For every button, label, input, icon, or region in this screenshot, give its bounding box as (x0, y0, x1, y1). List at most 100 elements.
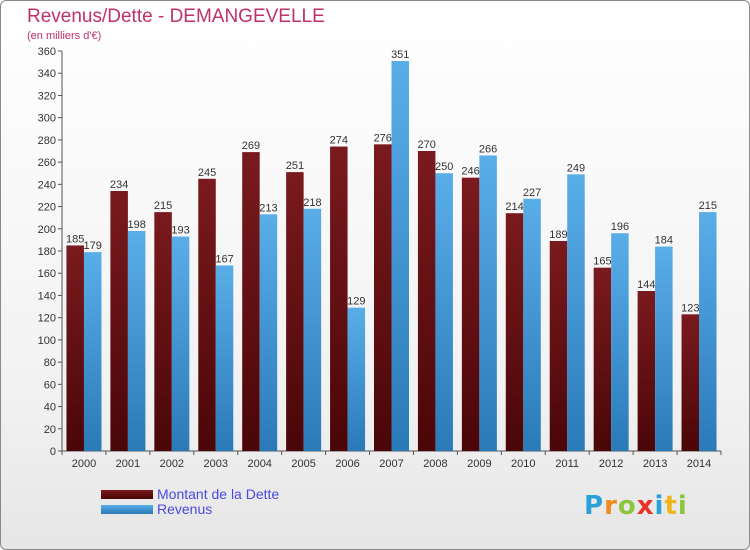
bar-debt (66, 245, 84, 451)
y-tick-label: 300 (38, 113, 56, 125)
x-tick-label: 2012 (599, 458, 623, 470)
data-label-revenue: 249 (567, 162, 585, 174)
y-tick-label: 120 (38, 313, 56, 325)
data-label-debt: 246 (461, 166, 479, 178)
y-tick-label: 60 (44, 379, 56, 391)
bar-revenue (435, 173, 453, 451)
bar-revenue (127, 231, 146, 451)
logo-letter: t (664, 491, 678, 521)
bar-debt (374, 144, 392, 452)
bar-debt (461, 177, 480, 451)
legend-swatch-revenue (101, 505, 153, 514)
data-label-revenue: 129 (347, 296, 365, 308)
y-tick-label: 140 (38, 290, 56, 302)
y-tick-label: 240 (38, 179, 56, 191)
y-tick-label: 260 (38, 157, 56, 169)
y-tick-label: 80 (44, 357, 56, 369)
bar-revenue (391, 61, 409, 451)
bar-debt (637, 291, 656, 451)
logo-letter: r (604, 491, 618, 521)
bar-debt (593, 267, 612, 451)
data-label-revenue: 179 (84, 240, 102, 252)
data-label-debt: 270 (418, 139, 436, 151)
y-tick-label: 40 (44, 402, 56, 414)
data-label-revenue: 193 (171, 225, 189, 237)
data-label-revenue: 218 (303, 197, 321, 209)
chart-subtitle: (en milliers d'€) (27, 30, 102, 42)
data-label-debt: 269 (242, 140, 260, 152)
data-label-debt: 214 (505, 201, 523, 213)
bar-revenue (347, 307, 366, 451)
bar-debt (681, 314, 700, 451)
x-tick-label: 2009 (467, 458, 491, 470)
bar-debt (417, 151, 436, 451)
x-tick-label: 2010 (511, 458, 535, 470)
bar-debt (505, 213, 524, 451)
bar-revenue (567, 174, 585, 452)
bar-revenue (83, 252, 102, 451)
x-tick-label: 2013 (643, 458, 667, 470)
bar-revenue (259, 214, 278, 451)
y-tick-label: 320 (38, 90, 56, 102)
legend-swatch-debt (101, 490, 153, 499)
data-label-revenue: 213 (259, 202, 277, 214)
data-label-debt: 234 (110, 179, 128, 191)
bar-revenue (523, 198, 541, 451)
bar-debt (110, 191, 128, 451)
x-tick-label: 2007 (379, 458, 403, 470)
y-tick-label: 360 (38, 46, 56, 58)
data-label-revenue: 250 (435, 161, 453, 173)
logo-letter: x (636, 491, 655, 521)
proxiti-logo: Proxiti (584, 491, 688, 521)
logo-letter: o (617, 491, 637, 521)
x-tick-label: 2014 (687, 458, 711, 470)
data-label-debt: 251 (286, 160, 304, 172)
data-label-debt: 165 (593, 256, 611, 268)
x-tick-label: 2004 (247, 458, 271, 470)
data-label-revenue: 167 (215, 253, 233, 265)
data-label-debt: 276 (374, 132, 392, 144)
y-tick-label: 0 (50, 446, 56, 458)
bar-debt (198, 178, 216, 451)
x-tick-label: 2011 (555, 458, 579, 470)
x-tick-label: 2001 (116, 458, 140, 470)
y-tick-label: 180 (38, 246, 56, 258)
y-tick-label: 200 (38, 224, 56, 236)
bar-revenue (611, 233, 629, 451)
legend-label-debt: Montant de la Dette (157, 486, 280, 502)
data-label-revenue: 215 (699, 200, 717, 212)
chart-title: Revenus/Dette - DEMANGEVELLE (27, 6, 325, 27)
legend-label-revenue: Revenus (157, 501, 213, 517)
y-tick-label: 160 (38, 268, 56, 280)
bar-revenue (171, 236, 190, 451)
bars (66, 61, 717, 452)
y-tick-label: 220 (38, 202, 56, 214)
bar-revenue (303, 208, 322, 451)
data-label-debt: 185 (66, 233, 84, 245)
data-label-revenue: 196 (611, 221, 629, 233)
x-tick-label: 2005 (291, 458, 315, 470)
bar-debt (330, 146, 348, 452)
bar-debt (286, 172, 304, 451)
x-tick-label: 2003 (204, 458, 228, 470)
x-tick-label: 2000 (72, 458, 96, 470)
data-label-revenue: 266 (479, 143, 497, 155)
y-tick-label: 20 (44, 424, 56, 436)
bar-debt (549, 241, 568, 451)
bar-revenue (215, 265, 234, 451)
bar-revenue (655, 246, 673, 451)
data-label-revenue: 351 (391, 49, 409, 61)
data-label-revenue: 198 (127, 219, 145, 231)
y-tick-label: 280 (38, 135, 56, 147)
bar-debt (242, 152, 260, 451)
data-label-debt: 274 (330, 135, 348, 147)
bar-revenue (699, 212, 717, 451)
data-label-debt: 189 (549, 229, 567, 241)
data-label-debt: 245 (198, 167, 216, 179)
data-label-debt: 123 (681, 302, 699, 314)
logo-letter: P (584, 491, 605, 521)
y-tick-label: 100 (38, 335, 56, 347)
